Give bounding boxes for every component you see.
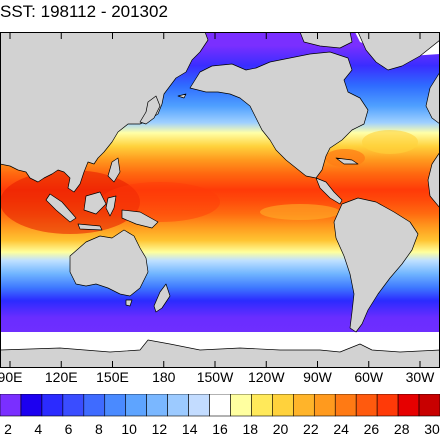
land-africa — [427, 151, 440, 209]
land-sulawesi — [105, 195, 117, 217]
colorbar-swatch — [376, 394, 399, 417]
colorbar-label: 30 — [424, 421, 440, 437]
land-greenland — [357, 32, 440, 71]
land-aleutians — [177, 93, 187, 99]
land-asia — [0, 32, 209, 193]
colorbar-label: 6 — [64, 421, 73, 437]
colorbar-swatch — [125, 394, 147, 417]
colorbar-label: 14 — [181, 421, 198, 437]
colorbar-label: 22 — [303, 421, 319, 437]
colorbar-swatch — [397, 394, 420, 417]
land-antarctica — [0, 339, 440, 368]
longitude-label: 60W — [354, 369, 384, 385]
land-central-america — [315, 177, 343, 205]
colorbar-swatch — [313, 394, 336, 417]
colorbar-label: 8 — [94, 421, 103, 437]
longitude-label: 120W — [247, 369, 285, 385]
longitude-labels: 90E 120E 150E 180 150W 120W 90W 60W 30W — [0, 369, 440, 389]
colorbar-swatch — [355, 394, 378, 417]
colorbar-swatch — [104, 394, 127, 417]
colorbar-swatch — [41, 394, 64, 417]
longitude-ticks — [9, 32, 421, 368]
colorbar-label: 20 — [272, 421, 289, 437]
land-arctic-islands — [299, 32, 353, 49]
colorbar-swatch — [0, 394, 22, 417]
colorbar-label: 24 — [333, 421, 349, 437]
land-java — [77, 223, 103, 231]
cold-tongue — [260, 204, 340, 220]
colorbar-swatch — [293, 394, 315, 417]
longitude-label: 150E — [96, 369, 129, 385]
gulf-stream — [362, 130, 418, 154]
land-new-zealand — [153, 283, 171, 313]
land-sumatra — [45, 193, 77, 223]
colorbar-swatch — [62, 394, 85, 417]
colorbar-label: 16 — [212, 421, 228, 437]
land-tasmania — [125, 299, 133, 307]
colorbar-label: 10 — [121, 421, 137, 437]
land-australia — [69, 229, 149, 297]
colorbar-label: 26 — [363, 421, 380, 437]
colorbar-swatch — [230, 394, 252, 417]
map-title: SST: 198112 - 201302 — [0, 2, 168, 21]
warm-pool — [0, 170, 140, 234]
land-europe — [425, 71, 440, 125]
longitude-label: 90W — [303, 369, 332, 385]
colorbar-label: 4 — [34, 421, 43, 437]
colorbar-swatch — [334, 394, 357, 417]
colorbar-label: 12 — [151, 421, 168, 437]
colorbar-labels: 2 4 6 8 10 12 14 16 18 20 22 24 26 28 30 — [0, 421, 440, 440]
land-cuba — [335, 157, 359, 165]
land-japan — [139, 95, 161, 125]
land-south-america — [333, 197, 419, 333]
colorbar-swatch — [418, 394, 440, 417]
colorbar-swatch — [272, 394, 294, 417]
colorbar-label: 2 — [4, 421, 12, 437]
colorbar-swatch — [251, 394, 273, 417]
land-borneo — [83, 191, 107, 215]
colorbar-swatch — [83, 394, 106, 417]
colorbar-label: 28 — [393, 421, 410, 437]
longitude-label: 150W — [196, 369, 234, 385]
warm-pool-east — [100, 182, 220, 222]
colorbar-swatch — [188, 394, 210, 417]
sst-map — [0, 32, 440, 368]
colorbar-label: 18 — [242, 421, 259, 437]
colorbar-swatch — [146, 394, 168, 417]
land-new-guinea — [121, 209, 159, 229]
longitude-label: 30W — [405, 369, 435, 385]
longitude-label: 180 — [152, 369, 176, 385]
colorbar-swatch — [167, 394, 189, 417]
land-masses — [0, 32, 440, 368]
colorbar — [0, 394, 440, 417]
longitude-label: 90E — [0, 369, 23, 385]
colorbar-swatch — [20, 394, 43, 417]
land-north-america — [189, 51, 369, 179]
colorbar-swatch — [209, 394, 231, 417]
longitude-label: 120E — [44, 369, 78, 385]
land-philippines — [107, 157, 121, 183]
